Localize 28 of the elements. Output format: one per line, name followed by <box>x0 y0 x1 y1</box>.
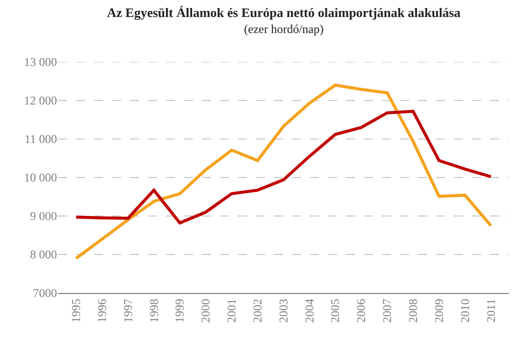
y-tick-label: 13 000 <box>24 55 57 70</box>
x-tick-label: 2000 <box>198 298 213 323</box>
y-tick-label: 8 000 <box>30 248 57 262</box>
y-tick-label: 9 000 <box>30 209 57 224</box>
y-tick-label: 12 000 <box>24 94 57 108</box>
x-tick-label: 2005 <box>328 298 342 323</box>
line-series <box>74 84 492 260</box>
chart-title: Az Egyesült Államok és Európa nettó olaimportjának alakulása <box>107 5 462 20</box>
chart-subtitle: (ezer hordó/nap) <box>244 22 324 36</box>
x-tick-label: 2006 <box>354 298 368 323</box>
x-tick-label: 2002 <box>250 298 264 323</box>
x-tick-label: 2007 <box>380 298 394 323</box>
x-tick-label: 2009 <box>432 298 446 323</box>
x-tick-label: 1997 <box>120 298 135 323</box>
x-tick-label: 1996 <box>94 298 109 323</box>
y-tick-label: 10 000 <box>24 170 57 185</box>
x-tick-label: 2001 <box>224 298 239 323</box>
x-tick-label: 1998 <box>146 298 161 323</box>
y-tick-label: 7000 <box>33 286 57 300</box>
y-tick-label: 11 000 <box>24 132 57 146</box>
x-tick-label: 1999 <box>172 298 187 323</box>
x-tick-label: 2003 <box>276 298 290 323</box>
x-tick-label: 2010 <box>458 298 472 323</box>
x-tick-label: 2011 <box>484 298 498 322</box>
line-series <box>74 110 492 224</box>
x-tick-label: 2008 <box>406 298 420 323</box>
x-tick-label: 2004 <box>302 298 316 323</box>
x-tick-label: 1995 <box>69 298 84 323</box>
